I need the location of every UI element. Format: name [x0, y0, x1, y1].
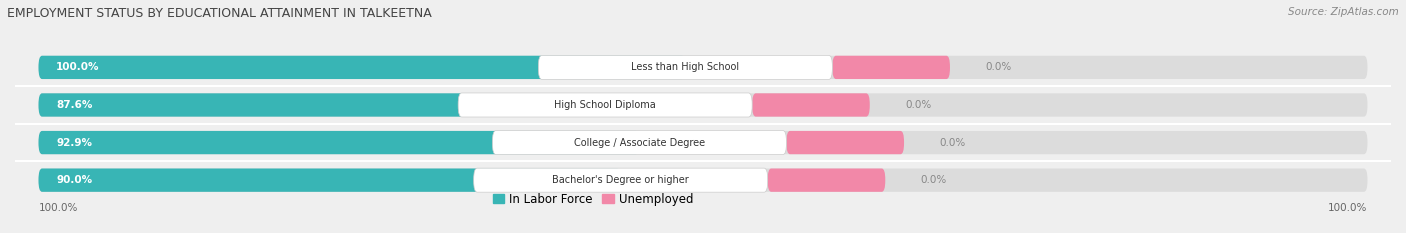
FancyBboxPatch shape	[38, 56, 685, 79]
Text: 100.0%: 100.0%	[38, 203, 77, 213]
FancyBboxPatch shape	[768, 168, 886, 192]
Text: College / Associate Degree: College / Associate Degree	[574, 137, 704, 147]
FancyBboxPatch shape	[786, 131, 904, 154]
Text: EMPLOYMENT STATUS BY EDUCATIONAL ATTAINMENT IN TALKEETNA: EMPLOYMENT STATUS BY EDUCATIONAL ATTAINM…	[7, 7, 432, 20]
Text: 0.0%: 0.0%	[921, 175, 946, 185]
FancyBboxPatch shape	[752, 93, 870, 117]
Legend: In Labor Force, Unemployed: In Labor Force, Unemployed	[492, 191, 695, 207]
FancyBboxPatch shape	[832, 56, 950, 79]
FancyBboxPatch shape	[492, 130, 786, 155]
FancyBboxPatch shape	[538, 55, 832, 79]
Text: Less than High School: Less than High School	[631, 62, 740, 72]
Text: 100.0%: 100.0%	[56, 62, 100, 72]
Text: 90.0%: 90.0%	[56, 175, 93, 185]
FancyBboxPatch shape	[38, 56, 1368, 79]
Text: Bachelor's Degree or higher: Bachelor's Degree or higher	[553, 175, 689, 185]
Text: 0.0%: 0.0%	[939, 137, 966, 147]
Text: Source: ZipAtlas.com: Source: ZipAtlas.com	[1288, 7, 1399, 17]
FancyBboxPatch shape	[38, 131, 640, 154]
FancyBboxPatch shape	[38, 93, 605, 117]
FancyBboxPatch shape	[38, 131, 1368, 154]
Text: 0.0%: 0.0%	[905, 100, 931, 110]
Text: 100.0%: 100.0%	[1329, 203, 1368, 213]
Text: 92.9%: 92.9%	[56, 137, 93, 147]
FancyBboxPatch shape	[38, 93, 1368, 117]
FancyBboxPatch shape	[474, 168, 768, 192]
Text: 0.0%: 0.0%	[986, 62, 1011, 72]
FancyBboxPatch shape	[38, 168, 1368, 192]
Text: 87.6%: 87.6%	[56, 100, 93, 110]
FancyBboxPatch shape	[458, 93, 752, 117]
FancyBboxPatch shape	[38, 168, 620, 192]
Text: High School Diploma: High School Diploma	[554, 100, 657, 110]
